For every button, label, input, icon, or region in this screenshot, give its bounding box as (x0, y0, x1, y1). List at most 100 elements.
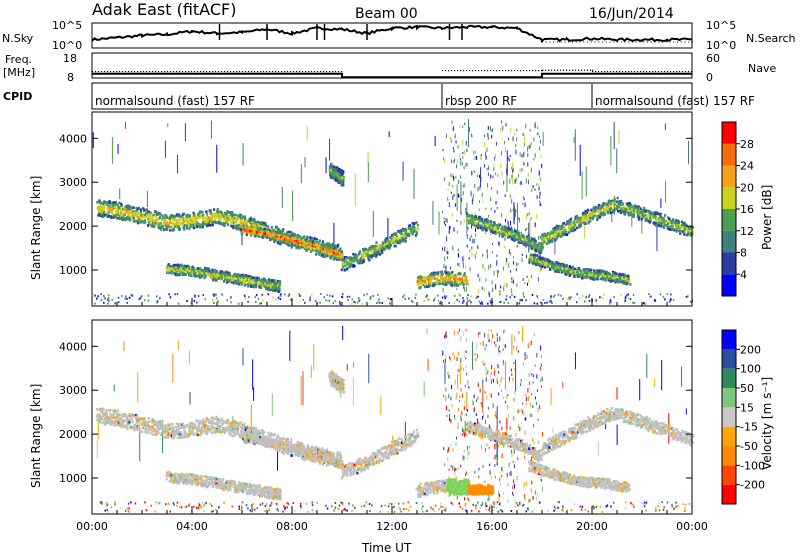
echo-pixel (454, 283, 457, 287)
echo-pixel (330, 166, 333, 169)
noise-search-dot (635, 41, 637, 43)
echo-pixel (585, 271, 588, 274)
echo-pixel (467, 219, 470, 223)
noise-search-dot (628, 41, 630, 43)
nave-dot (548, 69, 550, 71)
ground-scatter (221, 293, 223, 296)
echo-pixel (277, 231, 281, 234)
ground-scatter (453, 301, 456, 304)
echo-pixel (341, 263, 344, 266)
echo-pixel (621, 280, 624, 284)
echo-pixel (235, 224, 238, 227)
noise-speckle (515, 177, 517, 182)
echo-pixel (609, 207, 613, 210)
ground-scatter (458, 293, 460, 296)
echo-pixel (341, 176, 344, 180)
echo-pixel (282, 237, 285, 241)
echo-pixel (540, 250, 543, 253)
nave-dot (191, 71, 193, 73)
ground-scatter (427, 298, 430, 301)
noise-speckle (495, 284, 497, 290)
echo-pixel (545, 236, 548, 239)
echo-pixel (571, 268, 574, 271)
noise-speckle (487, 133, 489, 138)
echo-pixel (321, 249, 324, 253)
echo-pixel (178, 221, 181, 225)
ground-scatter (261, 293, 264, 296)
noise-speckle (532, 185, 534, 189)
echo-pixel (597, 203, 601, 207)
ground-scatter (499, 293, 501, 296)
echo-pixel (386, 245, 390, 248)
echo-pixel (617, 203, 620, 207)
echo-pixel (247, 219, 250, 223)
echo-pixel (543, 266, 547, 269)
echo-pixel (305, 249, 308, 252)
echo-pixel (404, 234, 407, 238)
echo-pixel (205, 268, 209, 272)
echo-pixel (419, 285, 422, 289)
echo-pixel (341, 255, 344, 259)
echo-pixel (389, 236, 392, 239)
echo-pixel (604, 279, 607, 282)
noise-streak (438, 211, 440, 235)
noise-streak (456, 184, 458, 211)
echo-pixel (374, 252, 377, 256)
noise-speckle (496, 262, 498, 266)
echo-pixel (202, 223, 206, 226)
ground-scatter (403, 294, 405, 297)
noise-speckle (522, 202, 524, 205)
noise-streak (111, 137, 113, 164)
echo-pixel (322, 243, 326, 247)
nave-dot (266, 71, 268, 73)
echo-pixel (594, 208, 597, 212)
echo-pixel (301, 237, 304, 241)
echo-pixel (485, 220, 488, 224)
echo-pixel (98, 210, 102, 213)
noise-speckle (513, 168, 515, 172)
echo-pixel (163, 223, 166, 226)
noise-speckle (526, 282, 528, 286)
echo-pixel (396, 236, 399, 240)
echo-pixel (449, 278, 452, 282)
echo-pixel (184, 268, 187, 271)
echo-pixel (517, 232, 520, 236)
echo-pixel (205, 220, 208, 224)
echo-pixel (137, 215, 140, 219)
echo-pixel (102, 205, 105, 209)
echo-pixel (185, 219, 188, 223)
ground-scatter (156, 301, 158, 304)
echo-pixel (241, 222, 244, 225)
echo-pixel (255, 220, 258, 224)
echo-pixel (436, 279, 439, 282)
echo-pixel (261, 231, 264, 234)
noise-speckle (506, 282, 508, 288)
echo-pixel (309, 236, 312, 239)
echo-pixel (276, 241, 280, 245)
ground-scatter (274, 298, 277, 301)
echo-pixel (301, 243, 305, 247)
echo-pixel (429, 284, 432, 287)
echo-pixel (534, 263, 537, 266)
echo-pixel (457, 283, 460, 287)
ground-scatter (94, 294, 96, 297)
echo-pixel (598, 213, 602, 217)
noise-streak (581, 171, 583, 200)
ground-scatter (650, 295, 652, 298)
ground-scatter (570, 296, 572, 299)
echo-pixel (251, 279, 254, 282)
echo-pixel (128, 216, 131, 220)
echo-pixel (149, 211, 152, 215)
noise-speckle (503, 180, 505, 185)
echo-pixel (369, 247, 372, 251)
noise-speckle (464, 287, 466, 292)
echo-pixel (579, 221, 583, 225)
echo-pixel (195, 269, 198, 273)
echo-pixel (167, 267, 170, 271)
ground-scatter (588, 294, 591, 297)
noise-speckle (481, 154, 483, 157)
echo-pixel (411, 232, 414, 235)
echo-pixel (541, 247, 544, 251)
echo-pixel (258, 228, 261, 231)
noise-speckle (512, 280, 514, 284)
